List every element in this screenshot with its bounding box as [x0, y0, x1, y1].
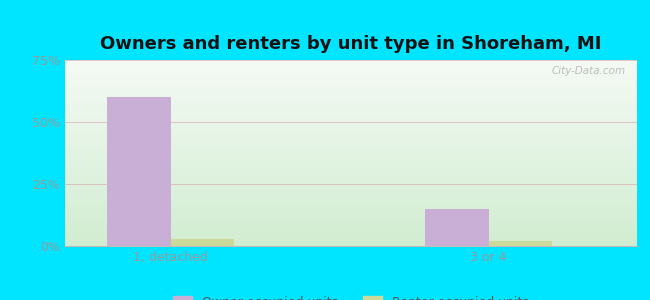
Bar: [171, 238, 235, 246]
Bar: [425, 209, 489, 246]
Text: City-Data.com: City-Data.com: [551, 66, 625, 76]
Title: Owners and renters by unit type in Shoreham, MI: Owners and renters by unit type in Shore…: [100, 35, 602, 53]
Bar: [489, 241, 552, 246]
Legend: Owner occupied units, Renter occupied units: Owner occupied units, Renter occupied un…: [168, 291, 534, 300]
Bar: [107, 97, 171, 246]
